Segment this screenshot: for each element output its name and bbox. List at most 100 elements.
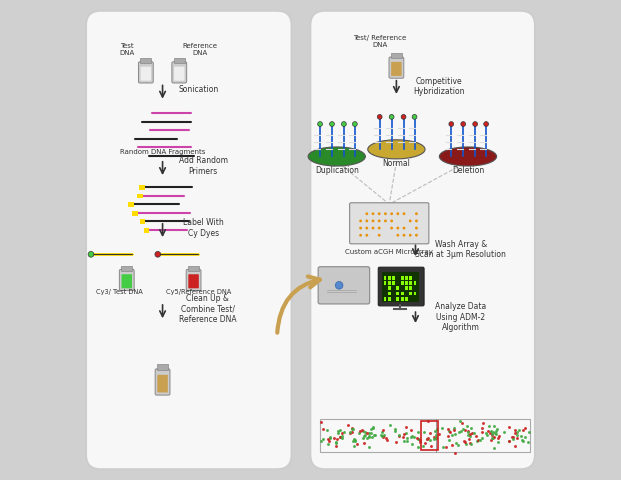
FancyBboxPatch shape bbox=[391, 62, 402, 76]
FancyBboxPatch shape bbox=[172, 62, 187, 83]
Circle shape bbox=[359, 234, 362, 237]
Bar bbox=[388, 291, 391, 295]
Text: Clean Up &
Combine Test/
Reference DNA: Clean Up & Combine Test/ Reference DNA bbox=[179, 294, 237, 324]
Circle shape bbox=[401, 115, 406, 119]
Ellipse shape bbox=[308, 147, 365, 166]
Bar bbox=[396, 286, 399, 290]
Bar bbox=[388, 286, 391, 290]
Bar bbox=[409, 281, 412, 285]
Text: Competitive
Hybridization: Competitive Hybridization bbox=[414, 77, 465, 96]
Circle shape bbox=[384, 219, 387, 222]
Circle shape bbox=[342, 121, 347, 126]
FancyBboxPatch shape bbox=[186, 269, 201, 290]
Text: Custom aCGH Microarray: Custom aCGH Microarray bbox=[345, 249, 433, 255]
Circle shape bbox=[371, 219, 374, 222]
FancyBboxPatch shape bbox=[157, 375, 168, 393]
Circle shape bbox=[330, 121, 334, 126]
Circle shape bbox=[365, 219, 368, 222]
Bar bbox=[392, 281, 395, 285]
Text: Cy3/ Test DNA: Cy3/ Test DNA bbox=[96, 289, 143, 296]
Text: Analyze Data
Using ADM-2
Algorithm: Analyze Data Using ADM-2 Algorithm bbox=[435, 302, 486, 332]
Text: Label With
Cy Dyes: Label With Cy Dyes bbox=[183, 218, 224, 238]
Text: Add Random
Primers: Add Random Primers bbox=[179, 156, 228, 176]
Bar bbox=[384, 276, 386, 280]
FancyBboxPatch shape bbox=[378, 267, 424, 306]
Circle shape bbox=[390, 219, 393, 222]
Circle shape bbox=[412, 115, 417, 119]
Circle shape bbox=[365, 234, 368, 237]
Circle shape bbox=[409, 234, 412, 237]
Bar bbox=[384, 297, 386, 300]
Bar bbox=[396, 291, 399, 295]
Bar bbox=[405, 297, 408, 300]
Circle shape bbox=[396, 212, 399, 215]
Text: Sonication: Sonication bbox=[178, 85, 219, 94]
Bar bbox=[401, 276, 404, 280]
Text: Wash Array &
Scan at 3μm Resolution: Wash Array & Scan at 3μm Resolution bbox=[415, 240, 506, 259]
Bar bbox=[414, 281, 417, 285]
Circle shape bbox=[390, 212, 393, 215]
Circle shape bbox=[390, 227, 393, 229]
FancyBboxPatch shape bbox=[188, 274, 199, 288]
Bar bbox=[384, 281, 386, 285]
Circle shape bbox=[371, 227, 374, 229]
Bar bbox=[139, 185, 145, 190]
Bar bbox=[396, 297, 399, 300]
Bar bbox=[132, 211, 138, 216]
Bar bbox=[405, 281, 408, 285]
Bar bbox=[121, 265, 132, 271]
Bar bbox=[409, 286, 412, 290]
Circle shape bbox=[402, 227, 406, 229]
Bar bbox=[405, 276, 408, 280]
Circle shape bbox=[335, 281, 343, 289]
Circle shape bbox=[473, 121, 478, 126]
Circle shape bbox=[415, 234, 418, 237]
Bar bbox=[391, 53, 402, 59]
Bar bbox=[409, 291, 412, 295]
Bar bbox=[401, 297, 404, 300]
Circle shape bbox=[359, 219, 362, 222]
Circle shape bbox=[365, 212, 368, 215]
Ellipse shape bbox=[439, 147, 497, 166]
Text: Deletion: Deletion bbox=[452, 166, 484, 175]
Circle shape bbox=[409, 219, 412, 222]
FancyBboxPatch shape bbox=[389, 57, 404, 78]
Circle shape bbox=[484, 121, 489, 126]
Text: Random DNA Fragments: Random DNA Fragments bbox=[120, 149, 206, 155]
Text: Test/ Reference
DNA: Test/ Reference DNA bbox=[353, 36, 406, 48]
Bar bbox=[388, 281, 391, 285]
Circle shape bbox=[402, 234, 406, 237]
Text: Cy5/Reference DNA: Cy5/Reference DNA bbox=[166, 289, 231, 296]
Text: Duplication: Duplication bbox=[315, 166, 359, 175]
Bar bbox=[320, 419, 530, 452]
Circle shape bbox=[396, 227, 399, 229]
Text: Reference
DNA: Reference DNA bbox=[183, 43, 217, 56]
Bar bbox=[137, 194, 143, 199]
FancyBboxPatch shape bbox=[122, 274, 132, 288]
Bar bbox=[129, 202, 134, 207]
Circle shape bbox=[378, 234, 381, 237]
Bar bbox=[392, 276, 395, 280]
Circle shape bbox=[384, 212, 387, 215]
Circle shape bbox=[318, 121, 322, 126]
Circle shape bbox=[415, 212, 418, 215]
Bar bbox=[421, 421, 438, 450]
Bar bbox=[174, 58, 184, 63]
Bar bbox=[401, 281, 404, 285]
Bar bbox=[405, 286, 408, 290]
Circle shape bbox=[378, 227, 381, 229]
Circle shape bbox=[353, 121, 357, 126]
Circle shape bbox=[88, 252, 94, 257]
FancyBboxPatch shape bbox=[318, 267, 369, 304]
FancyBboxPatch shape bbox=[119, 269, 134, 290]
Bar bbox=[143, 228, 150, 233]
Circle shape bbox=[389, 115, 394, 119]
FancyBboxPatch shape bbox=[155, 369, 170, 395]
Bar bbox=[140, 58, 152, 63]
Circle shape bbox=[378, 212, 381, 215]
Circle shape bbox=[378, 219, 381, 222]
Bar bbox=[140, 219, 145, 224]
Bar bbox=[188, 265, 199, 271]
Bar bbox=[157, 364, 168, 370]
FancyBboxPatch shape bbox=[140, 67, 151, 81]
